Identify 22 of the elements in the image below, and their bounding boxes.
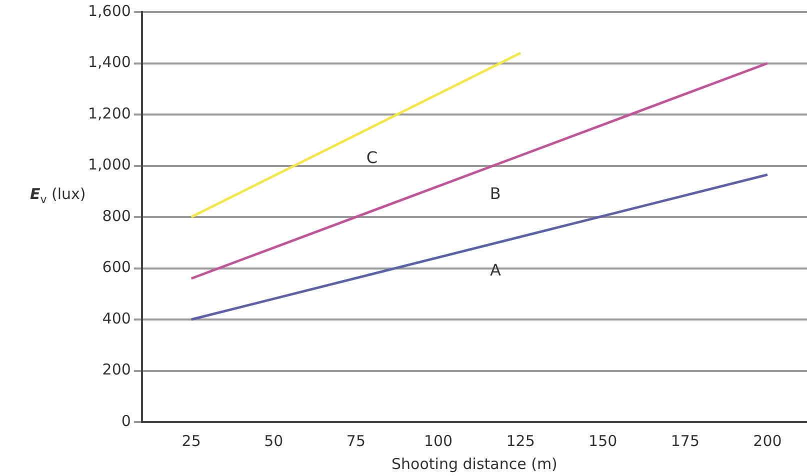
y-tick-label: 1,600 bbox=[88, 2, 131, 20]
y-tick-label: 800 bbox=[102, 206, 131, 225]
y-axis-title: E$_{v}$ (lux) bbox=[30, 185, 86, 206]
x-axis-title: Shooting distance (m) bbox=[392, 454, 558, 473]
series-label: C bbox=[366, 148, 378, 168]
x-tick-label: 200 bbox=[753, 432, 782, 450]
y-tick-label: 600 bbox=[102, 258, 131, 276]
x-tick-label: 50 bbox=[264, 432, 284, 450]
series-label: A bbox=[490, 260, 501, 280]
x-tick-label: 75 bbox=[346, 432, 366, 450]
x-tick-label: 150 bbox=[588, 432, 618, 450]
y-tick-label: 1,000 bbox=[88, 156, 131, 174]
x-tick-label: 125 bbox=[506, 432, 535, 450]
y-tick-label: 1,400 bbox=[88, 53, 131, 72]
y-tick-label: 1,200 bbox=[88, 104, 131, 122]
y-tick-label: 200 bbox=[102, 360, 131, 379]
x-tick-label: 100 bbox=[424, 432, 453, 450]
series-label: B bbox=[490, 184, 501, 204]
y-tick-label: 400 bbox=[102, 309, 131, 328]
x-tick-label: 175 bbox=[670, 432, 700, 450]
x-tick-label: 25 bbox=[182, 432, 201, 450]
y-tick-label: 0 bbox=[121, 412, 131, 430]
